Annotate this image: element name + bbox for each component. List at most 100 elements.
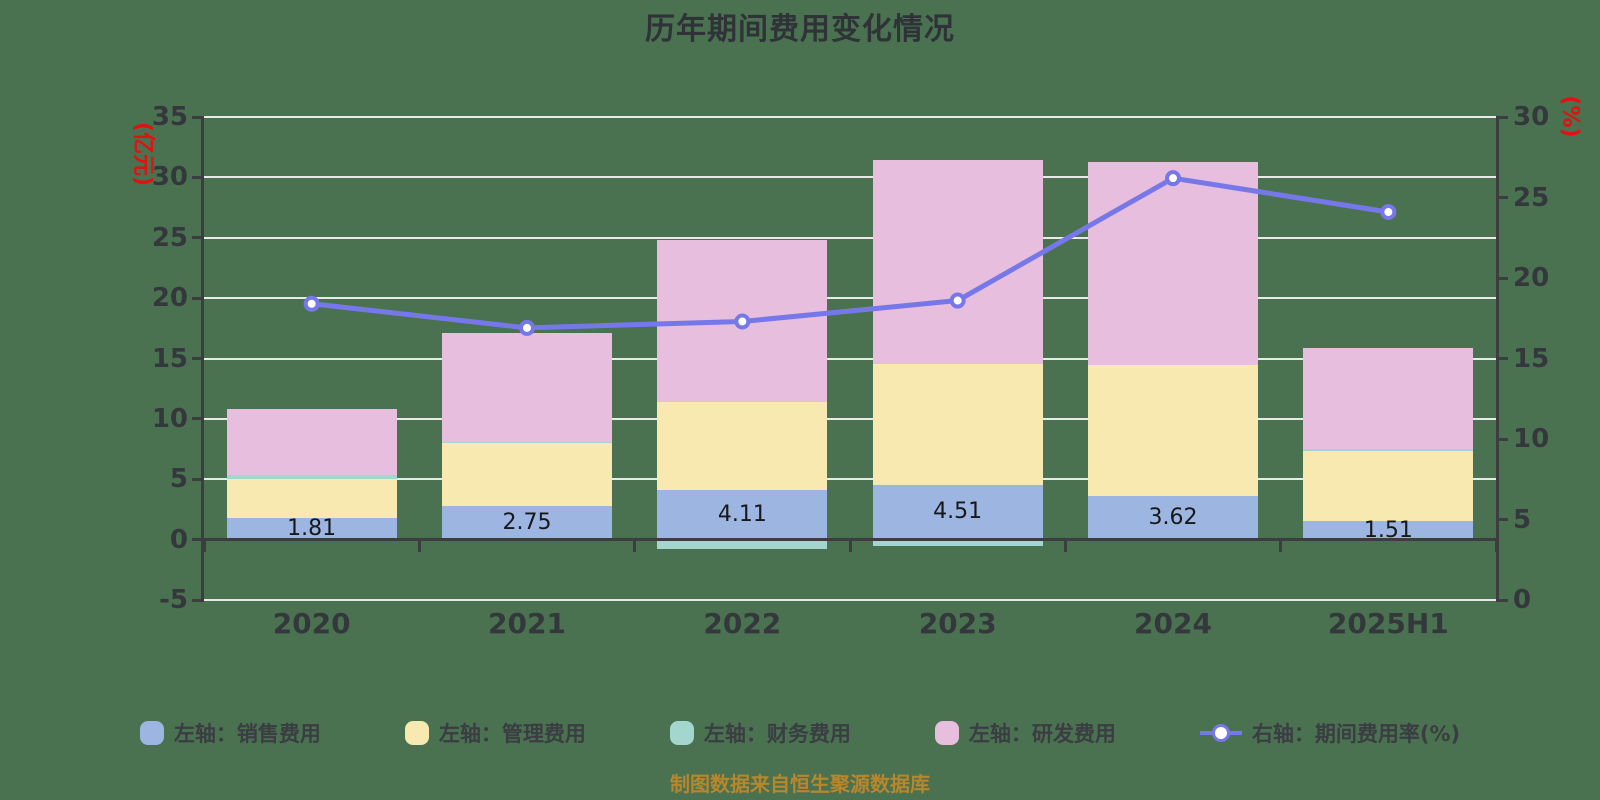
right-axis-tick-label-20: 20 [1513, 263, 1550, 293]
left-axis-tick-15 [192, 357, 204, 360]
bar-2022-finance[interactable] [657, 539, 828, 549]
right-axis-tick-15 [1496, 357, 1508, 360]
bar-2022-sales[interactable] [657, 489, 828, 540]
gridline--5 [204, 599, 1496, 601]
x-axis-tick-2 [633, 539, 637, 552]
legend-label-finance: 左轴：财务费用 [703, 722, 851, 746]
left-axis-tick-label-15: 15 [151, 343, 188, 374]
legend: 左轴：销售费用 左轴：管理费用 左轴：财务费用 左轴：研发费用 右轴：期间费用率(%) [0, 718, 1600, 748]
right-axis-tick-label-25: 25 [1513, 182, 1550, 213]
x-axis-label-2020: 2020 [272, 607, 351, 640]
y-axis-left-line [201, 117, 204, 600]
bar-2020-sales[interactable] [226, 517, 397, 540]
legend-label-management: 左轴：管理费用 [438, 722, 586, 746]
left-axis-tick-25 [192, 236, 204, 240]
left-axis-tick-label-25: 25 [151, 222, 188, 253]
left-axis-tick-label-30: 30 [151, 162, 188, 193]
bar-2025H1-sales[interactable] [1303, 521, 1474, 540]
x-axis-tick-5 [1279, 539, 1283, 552]
legend-item-rnd[interactable]: 左轴：研发费用 [934, 718, 1116, 748]
right-axis-tick-label-5: 5 [1513, 504, 1532, 535]
bar-2021-rnd[interactable] [442, 333, 612, 442]
x-axis-label-2025H1: 2025H1 [1327, 607, 1449, 640]
gridline-5 [204, 478, 1496, 481]
right-axis-tick-0 [1496, 598, 1508, 602]
left-axis-tick-label--5: -5 [159, 585, 188, 615]
legend-label-rate: 右轴：期间费用率(%) [1251, 722, 1461, 746]
right-axis-tick-label-0: 0 [1513, 585, 1532, 615]
bar-value-label-2020: 1.81 [287, 515, 337, 541]
legend-swatch-management [404, 721, 429, 745]
gridline-30 [204, 176, 1496, 179]
bar-2020-rnd[interactable] [226, 408, 397, 475]
right-axis-tick-label-30: 30 [1513, 102, 1550, 132]
legend-item-management[interactable]: 左轴：管理费用 [404, 718, 586, 748]
bar-2023-rnd[interactable] [872, 160, 1043, 364]
legend-item-finance[interactable]: 左轴：财务费用 [669, 718, 851, 748]
legend-swatch-sales [139, 721, 164, 745]
bar-2025H1-rnd[interactable] [1303, 347, 1474, 449]
chart-title: 历年期间费用变化情况 [645, 12, 955, 47]
bar-2025H1-finance[interactable] [1303, 448, 1474, 452]
bar-2024-management[interactable] [1088, 364, 1258, 496]
bar-2023-sales[interactable] [872, 485, 1043, 540]
bar-2021-management[interactable] [442, 442, 612, 507]
right-axis-tick-25 [1496, 196, 1508, 199]
bar-2023-management[interactable] [872, 363, 1043, 486]
legend-label-sales: 左轴：销售费用 [173, 722, 321, 746]
legend-line-marker-rate [1199, 721, 1242, 745]
bar-value-label-2021: 2.75 [502, 510, 552, 536]
left-axis-tick-20 [192, 296, 204, 300]
right-axis-tick-30 [1496, 115, 1508, 119]
bar-2024-sales[interactable] [1088, 495, 1258, 540]
right-axis-tick-5 [1496, 518, 1508, 521]
bar-2020-management[interactable] [226, 479, 397, 518]
left-axis-tick-10 [192, 417, 204, 421]
bar-2021-sales[interactable] [442, 506, 612, 540]
left-axis-tick-label-5: 5 [169, 464, 188, 495]
gridline-20 [204, 297, 1496, 300]
x-axis-label-2023: 2023 [918, 607, 997, 640]
x-axis-tick-0 [202, 539, 206, 552]
right-axis-tick-20 [1496, 276, 1508, 280]
bar-value-label-2022: 4.11 [717, 501, 767, 527]
right-axis-tick-label-10: 10 [1513, 424, 1550, 454]
bar-value-label-2025H1: 1.51 [1363, 517, 1413, 543]
bar-2022-rnd[interactable] [657, 240, 828, 402]
bar-value-label-2024: 3.62 [1148, 504, 1198, 530]
left-axis-tick-35 [192, 115, 204, 119]
bar-2023-finance[interactable] [872, 539, 1043, 546]
bar-2020-finance[interactable] [226, 474, 397, 480]
legend-swatch-finance [669, 721, 694, 745]
left-axis-tick-5 [192, 477, 204, 481]
bar-2021-finance[interactable] [442, 441, 612, 443]
right-axis-tick-label-15: 15 [1513, 343, 1550, 374]
x-axis-tick-3 [848, 539, 852, 552]
gridline-10 [204, 417, 1496, 420]
legend-line-circle-icon [1211, 724, 1230, 742]
left-axis-tick-0 [192, 538, 204, 542]
bar-2024-rnd[interactable] [1088, 162, 1258, 365]
gridline-25 [204, 236, 1496, 239]
left-axis-tick-label-10: 10 [151, 403, 188, 434]
legend-swatch-rnd [934, 721, 959, 745]
legend-label-rnd: 左轴：研发费用 [968, 722, 1116, 746]
bar-2025H1-management[interactable] [1303, 451, 1474, 522]
legend-item-sales[interactable]: 左轴：销售费用 [139, 718, 321, 748]
left-axis-tick-label-0: 0 [169, 524, 188, 555]
left-axis-tick-30 [192, 175, 204, 179]
x-axis-label-2024: 2024 [1134, 607, 1212, 640]
left-axis-tick-label-35: 35 [151, 102, 188, 132]
gridline-15 [204, 357, 1496, 360]
data-source-caption: 制图数据来自恒生聚源数据库 [670, 772, 930, 796]
x-axis-label-2022: 2022 [703, 607, 782, 640]
bar-2022-management[interactable] [657, 401, 828, 490]
left-axis-tick-label-20: 20 [151, 283, 188, 314]
x-axis-tick-1 [417, 539, 421, 552]
x-axis-label-2021: 2021 [488, 607, 566, 640]
left-axis-tick--5 [192, 598, 204, 602]
legend-item-rate[interactable]: 右轴：期间费用率(%) [1199, 718, 1461, 748]
y-axis-right-line [1496, 117, 1499, 600]
